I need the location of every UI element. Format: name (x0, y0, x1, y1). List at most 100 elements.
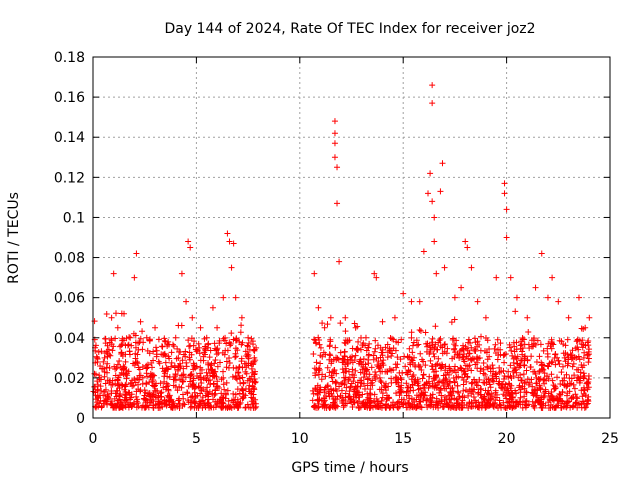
data-point-noise (419, 375, 426, 382)
data-point-noise (394, 361, 401, 368)
data-point-noise (214, 400, 221, 407)
data-point-noise (564, 390, 571, 397)
data-point-noise (424, 404, 431, 411)
data-point-noise (125, 404, 132, 411)
data-point (431, 214, 438, 221)
data-point-noise (584, 396, 591, 403)
data-point-noise (242, 404, 249, 411)
data-point-noise (552, 385, 559, 392)
data-point (133, 250, 140, 257)
data-point-noise (502, 392, 509, 399)
data-point-noise (497, 340, 504, 347)
data-point-noise (198, 366, 205, 373)
data-point-noise (536, 353, 543, 360)
data-point (555, 298, 562, 305)
data-point-noise (175, 395, 182, 402)
data-point-noise (468, 344, 475, 351)
data-point-noise (226, 355, 233, 362)
data-point-noise (508, 375, 515, 382)
data-point-noise (175, 363, 182, 370)
data-point-noise (557, 380, 564, 387)
data-point-noise (223, 364, 230, 371)
data-point-noise (125, 368, 132, 375)
data-point-noise (386, 404, 393, 411)
data-point-noise (474, 365, 481, 372)
data-point-noise (214, 383, 221, 390)
data-point-noise (319, 320, 326, 327)
data-point-noise (363, 402, 370, 409)
data-point-noise (398, 336, 405, 343)
data-point-noise (195, 340, 202, 347)
data-point-noise (239, 374, 246, 381)
data-point-noise (321, 404, 328, 411)
data-point-noise (462, 370, 469, 377)
data-point-noise (250, 341, 257, 348)
data-point-noise (569, 404, 576, 411)
data-point (458, 284, 465, 291)
data-point-noise (378, 379, 385, 386)
data-point-noise (501, 376, 508, 383)
data-point-noise (437, 335, 444, 342)
data-point-noise (334, 355, 341, 362)
data-point-noise (435, 355, 442, 362)
data-point-noise (151, 382, 158, 389)
data-point-noise (94, 378, 101, 385)
data-point-noise (337, 349, 344, 356)
data-point-noise (326, 356, 333, 363)
data-point-noise (142, 389, 149, 396)
data-point-noise (576, 400, 583, 407)
data-point-noise (528, 353, 535, 360)
data-point-noise (551, 355, 558, 362)
data-point-noise (357, 369, 364, 376)
data-point-noise (243, 360, 250, 367)
data-point-noise (581, 404, 588, 411)
data-point-noise (423, 397, 430, 404)
data-point-noise (508, 347, 515, 354)
data-point-noise (252, 368, 259, 375)
data-point-noise (428, 362, 435, 369)
data-point-noise (102, 380, 109, 387)
data-point-noise (403, 404, 410, 411)
data-point-noise (104, 401, 111, 408)
y-tick-label: 0.16 (54, 90, 85, 106)
data-point-noise (561, 354, 568, 361)
data-point-noise (209, 372, 216, 379)
data-point-noise (251, 347, 258, 354)
data-point-noise (183, 359, 190, 366)
data-point-noise (326, 369, 333, 376)
data-point-noise (102, 335, 109, 342)
data-point-noise (217, 359, 224, 366)
data-point-noise (150, 348, 157, 355)
data-point-noise (122, 358, 129, 365)
data-point-noise (408, 395, 415, 402)
data-point-noise (535, 376, 542, 383)
grid (93, 57, 610, 418)
data-point-noise (248, 335, 255, 342)
data-point-noise (333, 388, 340, 395)
data-point-noise (186, 354, 193, 361)
data-point-noise (91, 318, 98, 325)
data-point-noise (500, 352, 507, 359)
data-point-noise (468, 403, 475, 410)
data-point-noise (564, 399, 571, 406)
data-point-noise (236, 375, 243, 382)
data-point-noise (475, 390, 482, 397)
data-point-noise (111, 395, 118, 402)
data-point-noise (130, 382, 137, 389)
data-point-noise (204, 384, 211, 391)
data-point-noise (439, 403, 446, 410)
data-point-noise (561, 381, 568, 388)
data-point-noise (538, 404, 545, 411)
data-point-noise (165, 387, 172, 394)
data-point-noise (389, 402, 396, 409)
data-point-noise (569, 363, 576, 370)
data-point-noise (476, 376, 483, 383)
data-point-noise (426, 382, 433, 389)
data-point-noise (156, 360, 163, 367)
data-point-noise (569, 347, 576, 354)
data-point-noise (233, 337, 240, 344)
data-point-noise (480, 366, 487, 373)
data-point-noise (187, 342, 194, 349)
data-point-noise (544, 350, 551, 357)
data-point-noise (184, 397, 191, 404)
